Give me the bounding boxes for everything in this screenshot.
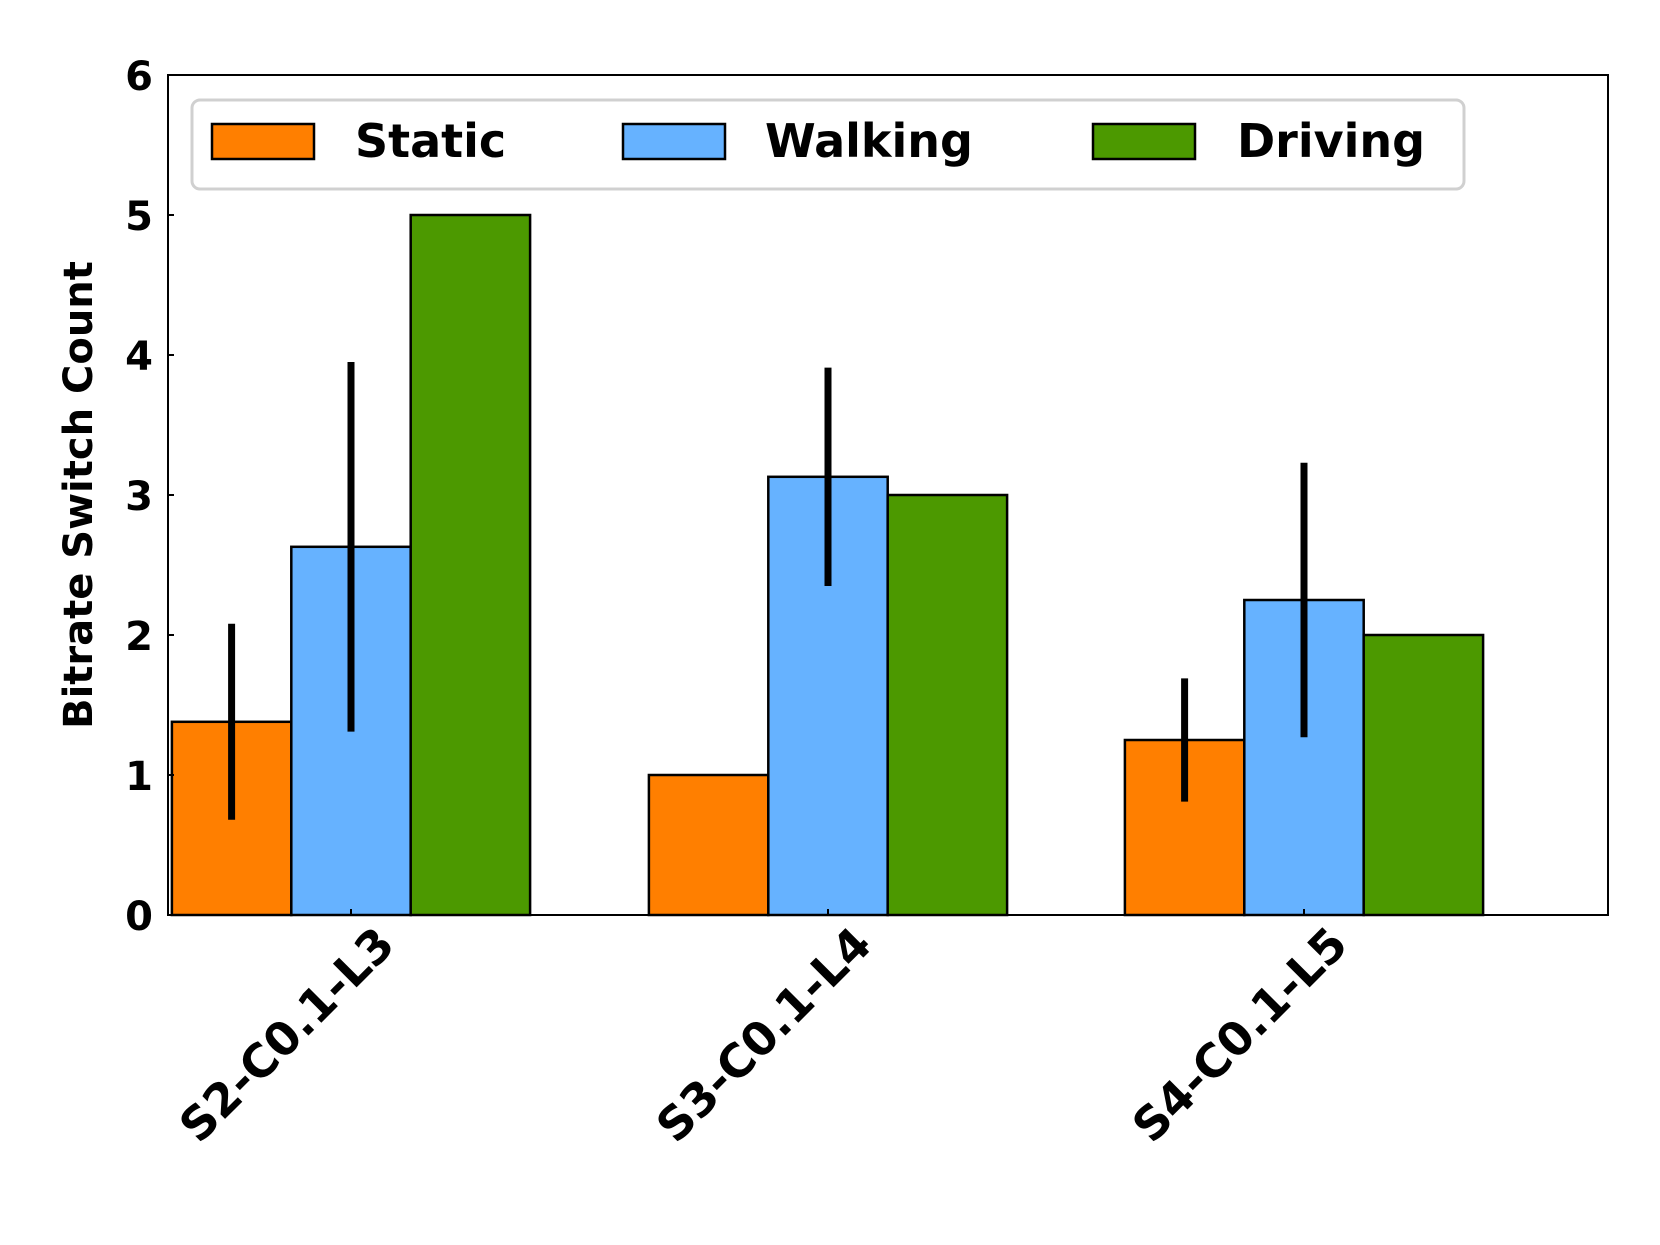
- legend-swatch-walking: [621, 122, 727, 161]
- bar-driving-3: [1362, 633, 1485, 917]
- y-axis-ticks: 0 1 2 3 4 5 6: [125, 54, 174, 940]
- legend-frame: [190, 98, 1466, 191]
- bar-driving-2: [886, 493, 1009, 917]
- x-tick-label: S4-C0.1-L5: [1122, 917, 1358, 1153]
- legend-label-static: Static: [355, 114, 506, 168]
- y-tick-label: 6: [125, 54, 153, 100]
- y-tick-label: 5: [125, 194, 153, 240]
- x-tick-label: S3-C0.1-L4: [646, 917, 882, 1153]
- x-axis-ticks: S2-C0.1-L3 S3-C0.1-L4 S4-C0.1-L5: [169, 909, 1358, 1153]
- x-tick-label: S2-C0.1-L3: [169, 917, 405, 1153]
- legend-label-walking: Walking: [765, 114, 973, 168]
- y-tick-label: 1: [125, 754, 153, 800]
- legend: Static Walking Driving: [190, 98, 1466, 191]
- bar-static-2: [647, 773, 770, 917]
- y-tick-label: 4: [125, 334, 153, 380]
- legend-label-driving: Driving: [1237, 114, 1425, 168]
- legend-swatch-static: [210, 122, 316, 161]
- error-bars-layer: [228, 362, 1308, 820]
- y-axis-title: Bitrate Switch Count: [56, 261, 102, 729]
- bar-driving-1: [409, 213, 532, 917]
- y-tick-label: 0: [125, 894, 153, 940]
- bars-layer: [170, 213, 1485, 917]
- y-tick-label: 3: [125, 474, 153, 520]
- y-tick-label: 2: [125, 614, 153, 660]
- legend-swatch-driving: [1091, 122, 1197, 161]
